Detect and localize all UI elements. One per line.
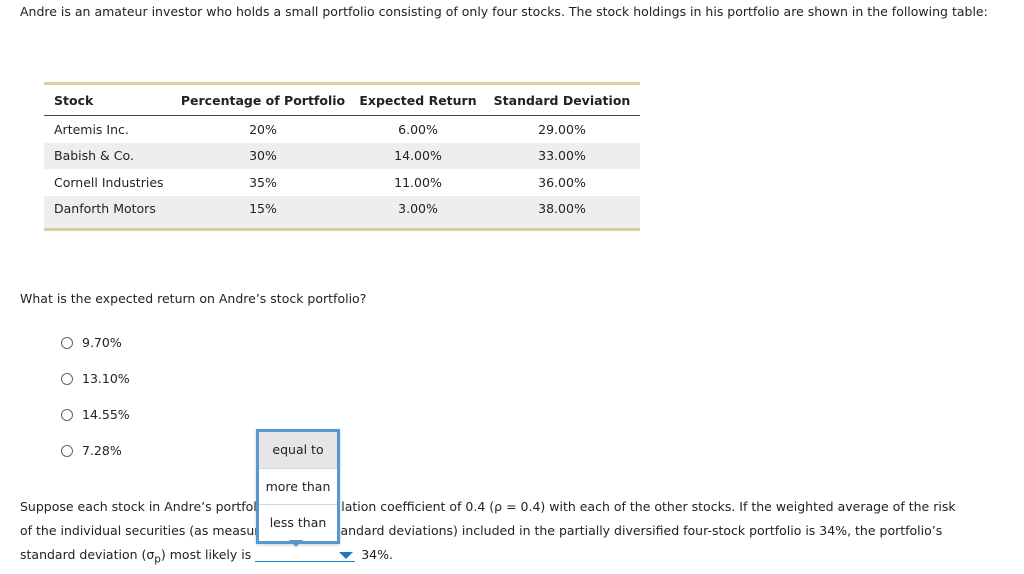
cell-stock: Danforth Motors <box>54 201 156 217</box>
cell-std-dev: 36.00% <box>538 174 586 190</box>
cell-stock: Babish & Co. <box>54 148 134 164</box>
cell-percentage: 15% <box>249 201 277 217</box>
answer-option[interactable]: 14.55% <box>61 407 130 422</box>
cell-expected-return: 3.00% <box>398 201 438 217</box>
dropdown-option-more-than[interactable]: more than <box>259 469 337 505</box>
intro-text: Andre is an amateur investor who holds a… <box>20 4 988 19</box>
radio-button-icon[interactable] <box>61 336 73 349</box>
table-header-row: Stock Percentage of Portfolio Expected R… <box>44 85 640 116</box>
risk-comparison-dropdown[interactable] <box>255 547 356 562</box>
question-text: What is the expected return on Andre’s s… <box>20 291 367 306</box>
answer-option[interactable]: 7.28% <box>61 443 122 458</box>
header-std-dev: Standard Deviation <box>493 92 631 108</box>
para-line3-mid: ) most likely is <box>160 547 252 562</box>
table-top-rule <box>44 82 640 85</box>
answer-option-label: 7.28% <box>82 443 122 458</box>
cell-percentage: 20% <box>249 121 277 137</box>
cell-expected-return: 11.00% <box>394 174 442 190</box>
answer-option-label: 9.70% <box>82 335 122 350</box>
para-line3-end: 34%. <box>361 547 393 562</box>
answer-option-label: 13.10% <box>82 371 130 386</box>
header-percentage: Percentage of Portfolio <box>180 92 346 108</box>
answer-option[interactable]: 9.70% <box>61 335 122 350</box>
cell-percentage: 35% <box>249 174 277 190</box>
dropdown-option-less-than[interactable]: less than <box>269 515 327 530</box>
header-expected-return: Expected Return <box>359 92 477 108</box>
dropdown-menu: equal to more than less than <box>256 429 340 544</box>
dropdown-menu-pointer <box>289 540 303 547</box>
table-row: Babish & Co. 30% 14.00% 33.00% <box>44 142 640 169</box>
dropdown-option-equal-to[interactable]: equal to <box>259 432 337 469</box>
para-line1-end: lation coefficient of 0.4 (ρ = 0.4) with… <box>341 499 956 514</box>
para-line1-start: Suppose each stock in Andre’s portfoli <box>20 499 261 514</box>
cell-std-dev: 29.00% <box>538 121 586 137</box>
para-line2-end: andard deviations) included in the parti… <box>340 523 943 538</box>
table-row: Danforth Motors 15% 3.00% 38.00% <box>44 195 640 222</box>
table-bottom-rule <box>44 228 640 231</box>
dropdown-arrow-icon[interactable] <box>339 552 354 559</box>
table-row: Artemis Inc. 20% 6.00% 29.00% <box>44 116 640 143</box>
radio-button-icon[interactable] <box>61 444 73 457</box>
portfolio-table: Stock Percentage of Portfolio Expected R… <box>44 82 640 231</box>
table-spacer <box>44 222 640 228</box>
para-line2-start: of the individual securities (as measur <box>20 523 260 538</box>
para-line3-start: standard deviation (σ <box>20 547 155 562</box>
cell-stock: Cornell Industries <box>54 174 164 190</box>
header-stock: Stock <box>54 92 94 108</box>
cell-std-dev: 38.00% <box>538 201 586 217</box>
sigma-subscript: p <box>154 553 161 566</box>
cell-stock: Artemis Inc. <box>54 121 129 137</box>
radio-button-icon[interactable] <box>61 372 73 385</box>
cell-percentage: 30% <box>249 148 277 164</box>
answer-option[interactable]: 13.10% <box>61 371 130 386</box>
cell-std-dev: 33.00% <box>538 148 586 164</box>
table-row: Cornell Industries 35% 11.00% 36.00% <box>44 169 640 196</box>
question-paragraph: Suppose each stock in Andre’s portfoli la… <box>20 495 1010 572</box>
cell-expected-return: 6.00% <box>398 121 438 137</box>
cell-expected-return: 14.00% <box>394 148 442 164</box>
radio-button-icon[interactable] <box>61 408 73 421</box>
answer-option-label: 14.55% <box>82 407 130 422</box>
